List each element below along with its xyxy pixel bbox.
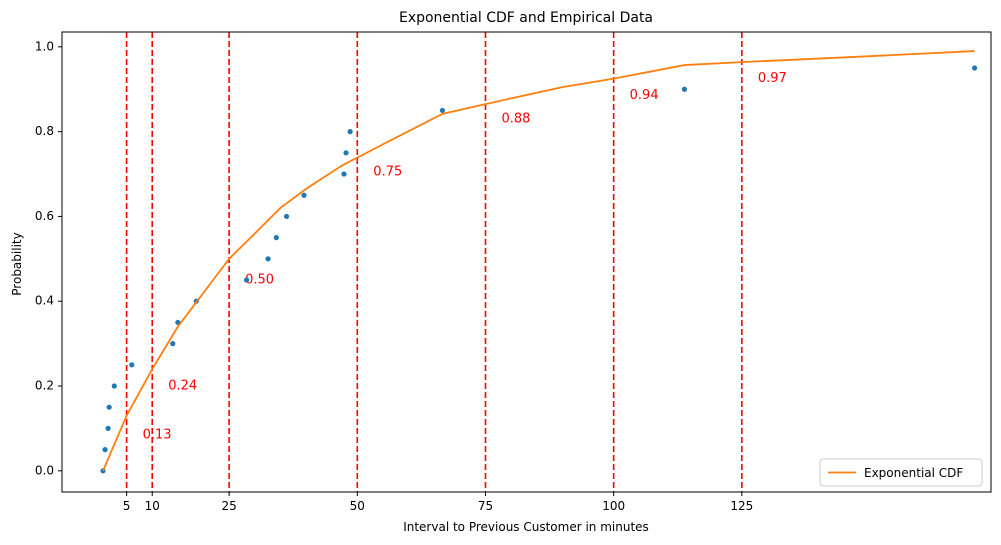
x-tick-label-10: 10 [145,499,160,513]
legend: Exponential CDF [819,458,983,487]
empirical-point-6 [170,341,176,347]
y-tick-label-2: 0.4 [35,294,54,308]
empirical-point-11 [273,235,279,241]
empirical-point-1 [102,447,108,453]
x-tick-label-5: 5 [123,499,131,513]
vline-label-100: 0.94 [630,88,659,103]
x-tick-label-125: 125 [730,499,753,513]
vline-label-25: 0.50 [245,273,274,288]
y-axis-label: Probability [10,232,24,295]
plot-frame [61,31,992,493]
empirical-point-18 [681,86,688,92]
legend-box [819,458,983,487]
x-tick-label-25: 25 [221,499,236,513]
y-tick-label-0: 0.0 [35,463,54,477]
y-tick-label-1: 0.2 [35,379,54,393]
empirical-point-3 [106,404,112,410]
chart-title: Exponential CDF and Empirical Data [399,10,653,26]
x-tick-label-75: 75 [478,499,493,513]
vline-label-75: 0.88 [501,111,530,126]
vertical-lines: 0.13 0.24 0.50 0.75 0.88 0.94 0.97 [125,32,787,492]
empirical-point-15 [343,150,349,156]
empirical-point-10 [265,256,271,262]
empirical-point-16 [347,129,353,135]
empirical-point-4 [111,383,117,389]
x-tick-label-100: 100 [602,499,625,513]
y-tick-label-4: 0.8 [35,124,54,138]
x-tick-label-50: 50 [350,499,365,513]
empirical-point-13 [301,192,307,198]
y-tick-label-3: 0.6 [35,209,54,223]
empirical-point-12 [283,213,290,220]
x-axis-label: Interval to Previous Customer in minutes [403,520,649,534]
empirical-point-9 [243,277,250,283]
vline-label-50: 0.75 [373,164,402,179]
empirical-point-19 [971,65,978,71]
empirical-point-17 [439,107,446,114]
empirical-point-5 [129,362,135,368]
vline-label-125: 0.97 [758,71,787,86]
cdf-line [102,50,975,472]
vline-label-5: 0.13 [143,427,172,442]
legend-label: Exponential CDF [864,466,963,480]
series-layer [100,50,978,474]
ticks: 5 10 25 50 75 100 125 0.0 0.2 0.4 0.6 0.8 1.0 [35,39,753,513]
empirical-point-2 [105,425,111,432]
vline-label-10: 0.24 [168,379,197,394]
axes [61,31,992,493]
empirical-point-14 [341,171,347,177]
y-tick-label-5: 1.0 [35,39,54,53]
